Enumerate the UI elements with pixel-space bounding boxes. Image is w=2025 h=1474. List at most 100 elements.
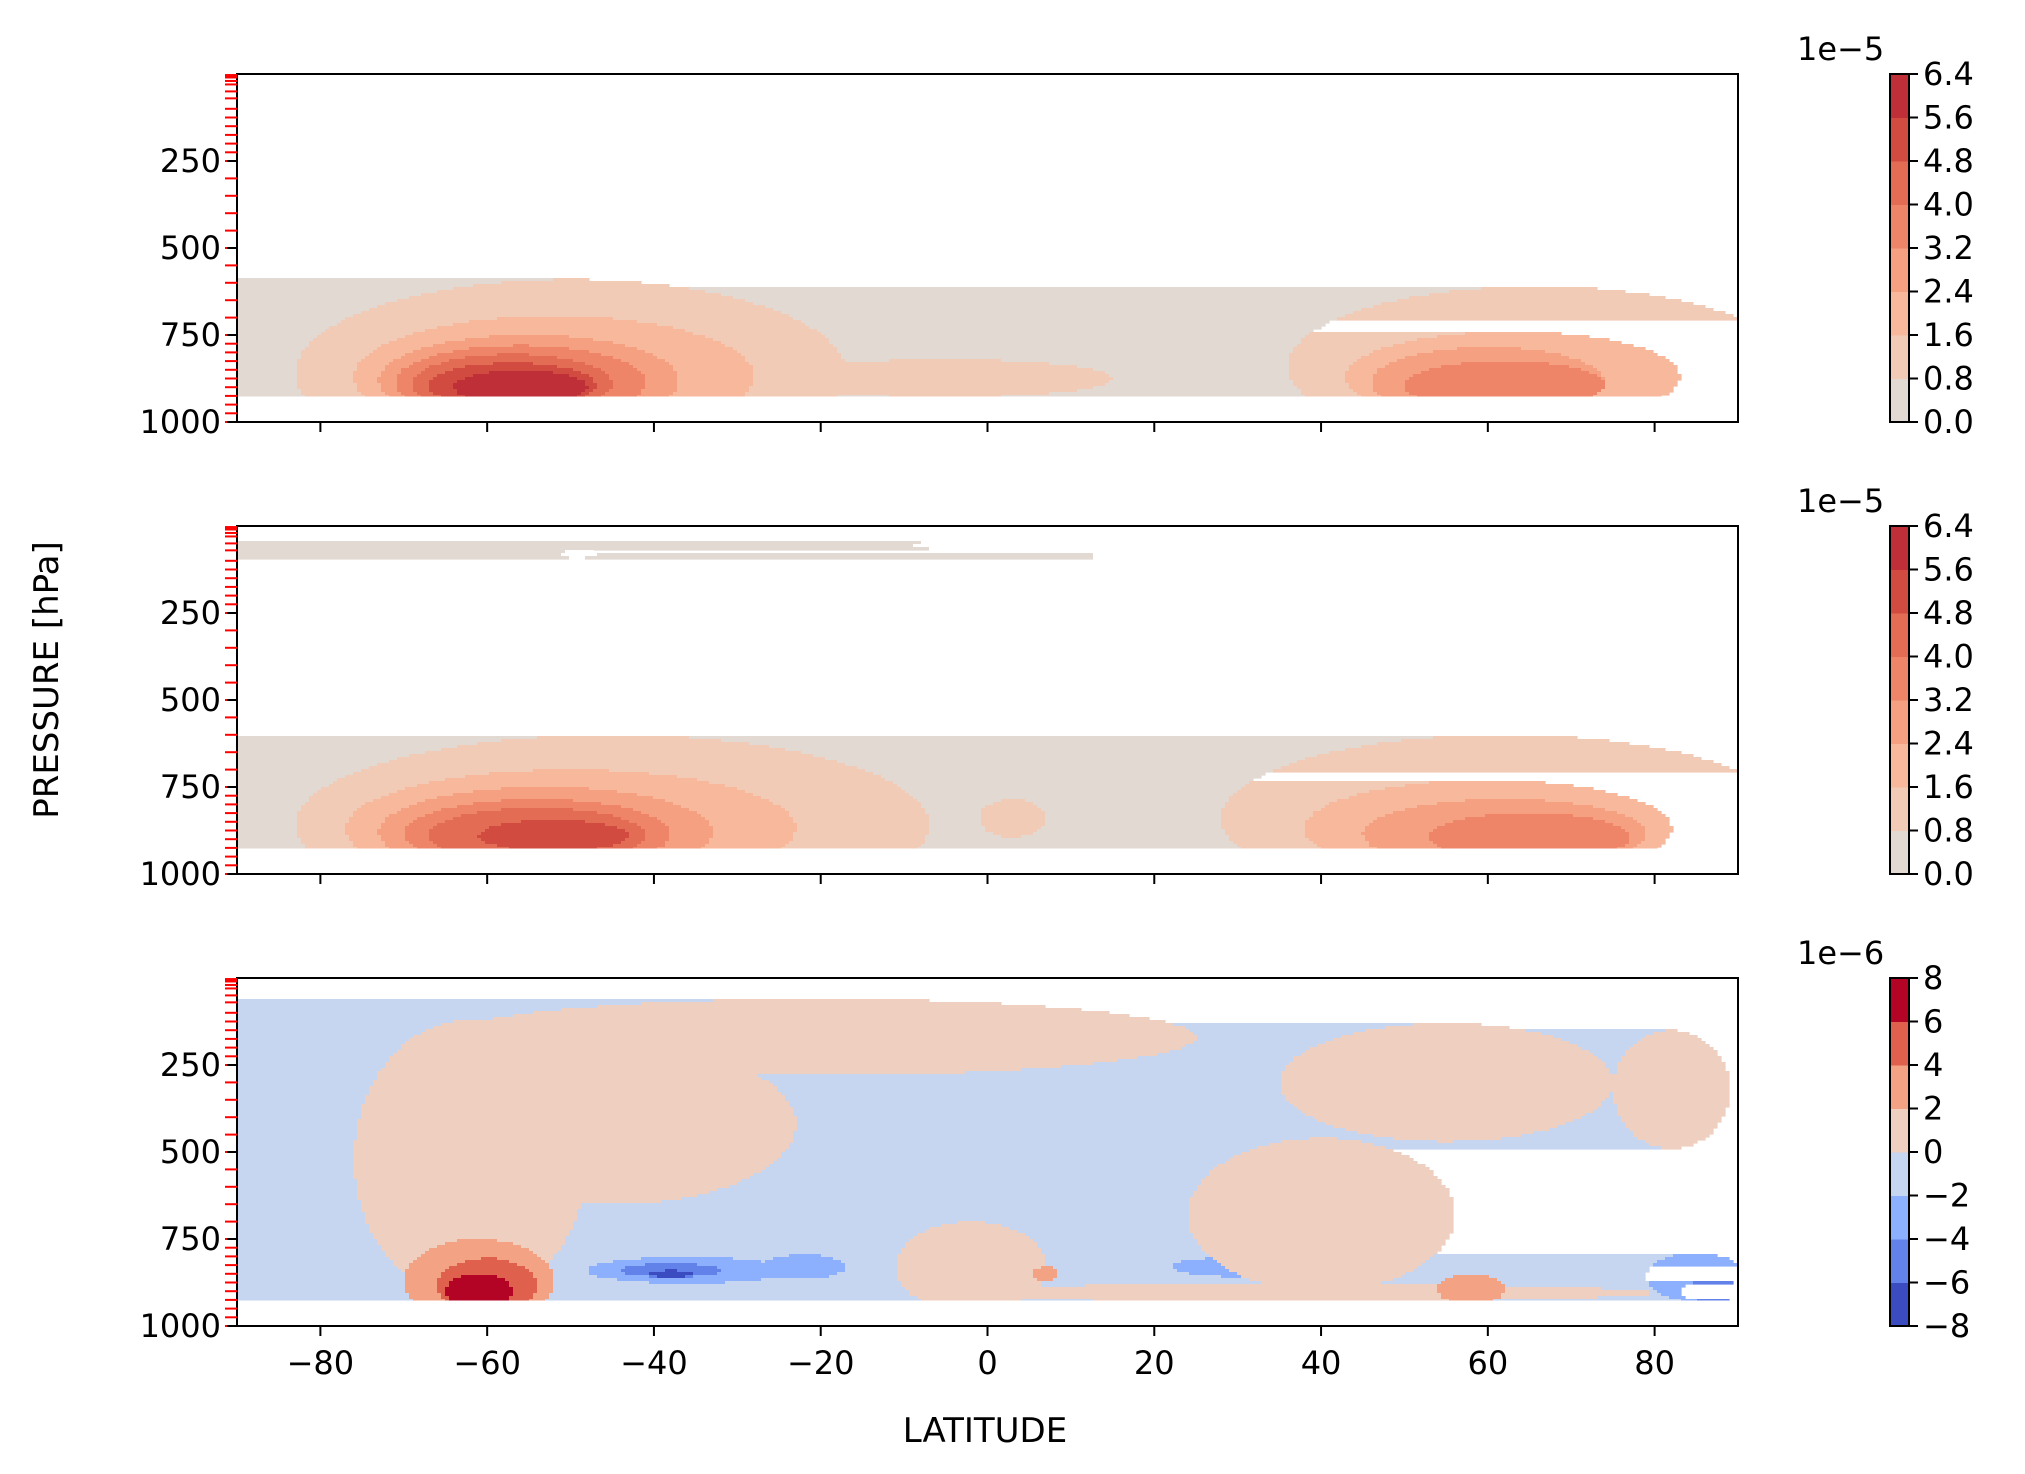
contour-cell [549,1260,614,1264]
contour-cell [237,835,298,839]
contour-cell [649,1275,658,1279]
contour-cell [1617,811,1662,815]
contour-cell [1361,395,1382,397]
contour-cell [1605,386,1674,390]
contour-cell [1409,392,1598,396]
contour-cell [653,353,742,357]
contour-cell [237,1131,358,1135]
contour-cell [237,1269,402,1273]
contour-cell [369,1227,574,1231]
contour-cell [1293,350,1374,354]
contour-cell [237,841,302,845]
contour-cell [965,1071,1282,1075]
contour-cell [1357,1131,1534,1135]
contour-cell [1569,1041,1638,1045]
contour-cell [401,368,426,372]
contour-cell [237,1041,406,1045]
colorbar-segment [1890,335,1909,379]
contour-cell [1617,1104,1730,1108]
contour-cell [1489,1275,1646,1279]
contour-cell [549,1263,598,1267]
contour-cell [1601,374,1682,378]
contour-cell [1289,1062,1606,1066]
contour-cell [1581,1047,1630,1051]
contour-cell [237,1221,366,1225]
contour-cell [1201,1248,1442,1252]
contour-cell [1197,1242,1446,1246]
contour-cell [445,1293,514,1297]
contour-cell [1377,392,1410,396]
contour-cell [1189,1209,1454,1213]
contour-cell [645,829,670,833]
contour-cell [1225,829,1306,833]
contour-cell [357,1131,794,1135]
contour-cell [1045,823,1222,827]
contour-cell [709,823,798,827]
contour-cell [1377,817,1466,821]
contour-cell [1017,1230,1190,1234]
contour-cell [361,1200,662,1204]
contour-cell [1033,1272,1058,1276]
contour-cell [497,1239,566,1243]
contour-cell [361,392,386,396]
y-tick-label: 250 [160,142,221,180]
contour-cell [673,802,774,806]
contour-cell [633,847,658,849]
contour-cell [345,775,466,779]
contour-cell [745,359,846,363]
contour-cell [1417,1266,1650,1270]
contour-cell [237,748,442,752]
contour-field [237,541,1738,849]
contour-cell [321,787,406,791]
contour-cell [1665,1257,1730,1261]
contour-cell [1617,1107,1726,1111]
contour-cell [461,814,614,818]
contour-cell [1209,1254,1434,1258]
contour-cell [301,353,370,357]
contour-cell [1281,1074,1730,1078]
contour-cell [465,365,558,369]
contour-cell [901,1248,1042,1252]
contour-cell [1117,1059,1294,1063]
contour-cell [237,1176,354,1180]
contour-cell [1361,745,1650,749]
contour-cell [1617,1071,1730,1075]
contour-cell [297,359,362,363]
contour-cell [1501,1281,1650,1285]
contour-cell [1625,1122,1718,1126]
contour-cell [1377,847,1442,849]
contour-cell [581,371,606,375]
contour-cell [733,347,838,351]
contour-cell [1297,760,1714,764]
contour-cell [237,1257,390,1261]
contour-cell [305,347,378,351]
contour-cell [381,344,434,348]
contour-cell [425,1029,1190,1033]
contour-cell [909,793,1234,797]
contour-cell [237,1026,434,1030]
contour-cell [793,1140,1282,1144]
contour-cell [1589,371,1602,375]
contour-cell [389,760,838,764]
contour-cell [797,823,930,827]
contour-cell [1053,1266,1174,1270]
y-tick-label: 750 [160,1220,221,1258]
contour-cell [905,790,1238,794]
contour-cell [1281,1083,1730,1087]
contour-cell [1625,814,1666,818]
contour-cell [1645,1140,1698,1144]
contour-cell [1109,380,1294,384]
colorbar-segment [1890,291,1909,336]
contour-cell [713,835,794,839]
colorbar-tick-label: 0.0 [1923,403,1974,441]
contour-cell [881,775,1262,779]
colorbar-segment [1890,1021,1909,1066]
contour-cell [1429,835,1630,839]
contour-cell [761,1170,1210,1174]
contour-cell [1597,368,1678,372]
contour-cell [897,1257,1046,1261]
contour-cell [1021,1299,1094,1301]
contour-cell [1093,386,1298,390]
y-tick-label: 1000 [140,855,221,893]
contour-cell [301,805,362,809]
